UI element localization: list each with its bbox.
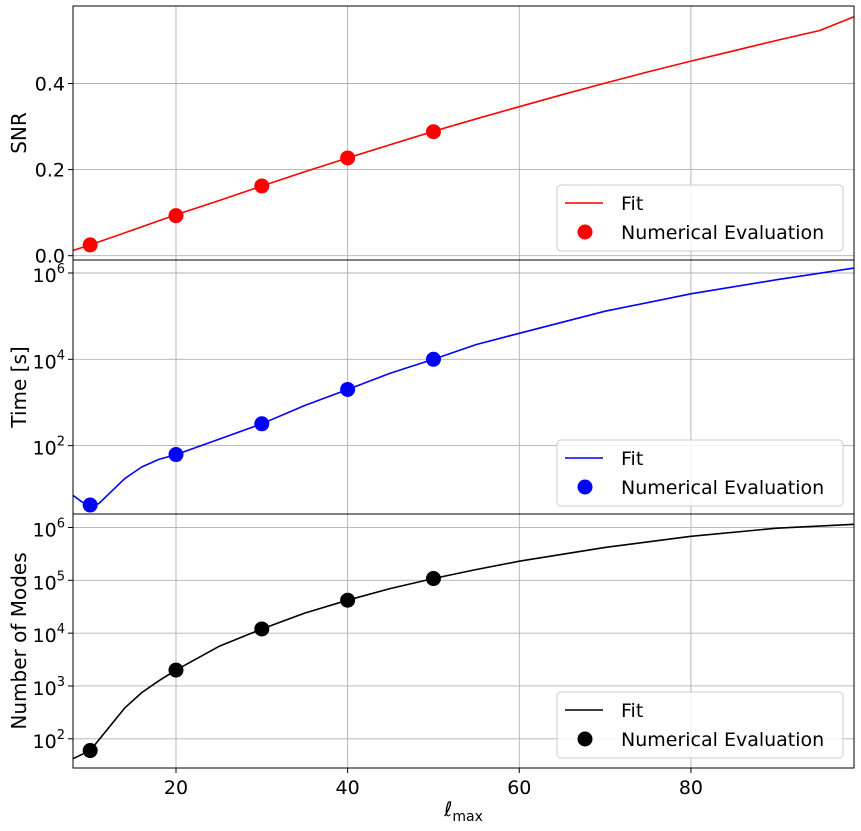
fit-line (73, 523, 854, 760)
y-tick-label: 106 (33, 262, 65, 287)
y-tick-label: 102 (33, 728, 65, 753)
legend-marker-swatch (577, 224, 593, 240)
y-tick-label: 0.4 (35, 73, 65, 95)
data-point (254, 416, 270, 432)
x-tick-label: 20 (164, 777, 188, 799)
legend: Fit Numerical Evaluation (556, 691, 844, 759)
legend-box (556, 184, 844, 252)
data-point (425, 571, 441, 587)
data-point (254, 178, 270, 194)
data-point (340, 150, 356, 166)
y-tick-exponent: 6 (57, 262, 65, 277)
y-tick-label: 105 (33, 569, 65, 594)
y-tick-label: 102 (33, 435, 65, 460)
y-tick-exponent: 4 (57, 622, 65, 637)
legend-label-numerical: Numerical Evaluation (621, 477, 824, 499)
y-tick-base: 10 (33, 519, 57, 541)
legend-marker-swatch (577, 479, 593, 495)
data-point (425, 351, 441, 367)
y-tick-exponent: 6 (57, 516, 65, 531)
y-tick-exponent: 3 (57, 675, 65, 690)
y-tick-base: 10 (33, 265, 57, 287)
legend-box (556, 439, 844, 507)
data-point (340, 592, 356, 608)
legend: Fit Numerical Evaluation (556, 439, 844, 507)
y-tick-base: 10 (33, 731, 57, 753)
data-point (425, 124, 441, 140)
y-axis-label: SNR (7, 112, 31, 154)
y-tick-base: 10 (33, 351, 57, 373)
data-point (168, 447, 184, 463)
legend: Fit Numerical Evaluation (556, 184, 844, 252)
data-point (254, 621, 270, 637)
y-tick-label: 104 (33, 348, 65, 373)
legend-label-fit: Fit (621, 193, 643, 215)
y-tick-label: 106 (33, 516, 65, 541)
legend-label-numerical: Numerical Evaluation (621, 222, 824, 244)
legend-label-fit: Fit (621, 448, 643, 470)
y-tick-exponent: 4 (57, 348, 65, 363)
x-tick-label: 60 (507, 777, 531, 799)
data-point (82, 497, 98, 513)
x-axis-label-main: ℓ (443, 797, 452, 821)
y-tick-base: 10 (33, 438, 57, 460)
y-tick-exponent: 5 (57, 569, 65, 584)
x-axis-label-sub: max (452, 809, 483, 825)
y-tick-label: 0.0 (35, 246, 65, 268)
y-tick-label: 0.2 (35, 160, 65, 182)
y-axis-label: Time [s] (7, 346, 31, 428)
axes-frame (72, 513, 855, 769)
x-tick-label: 40 (336, 777, 360, 799)
x-tick-label: 80 (679, 777, 703, 799)
data-point (340, 381, 356, 397)
y-tick-base: 10 (33, 678, 57, 700)
legend-marker-swatch (577, 731, 593, 747)
y-tick-exponent: 2 (57, 728, 65, 743)
data-point (168, 662, 184, 678)
legend-label-fit: Fit (621, 700, 643, 722)
x-axis-label: ℓmax (443, 797, 483, 825)
y-tick-exponent: 2 (57, 435, 65, 450)
y-tick-label: 104 (33, 622, 65, 647)
data-point (82, 743, 98, 759)
data-point (168, 208, 184, 224)
legend-label-numerical: Numerical Evaluation (621, 729, 824, 751)
y-axis-label: Number of Modes (7, 552, 31, 729)
y-tick-label: 103 (33, 675, 65, 700)
data-point (82, 237, 98, 253)
legend-box (556, 691, 844, 759)
y-tick-base: 10 (33, 625, 57, 647)
fit-line (73, 16, 854, 252)
y-tick-base: 10 (33, 572, 57, 594)
